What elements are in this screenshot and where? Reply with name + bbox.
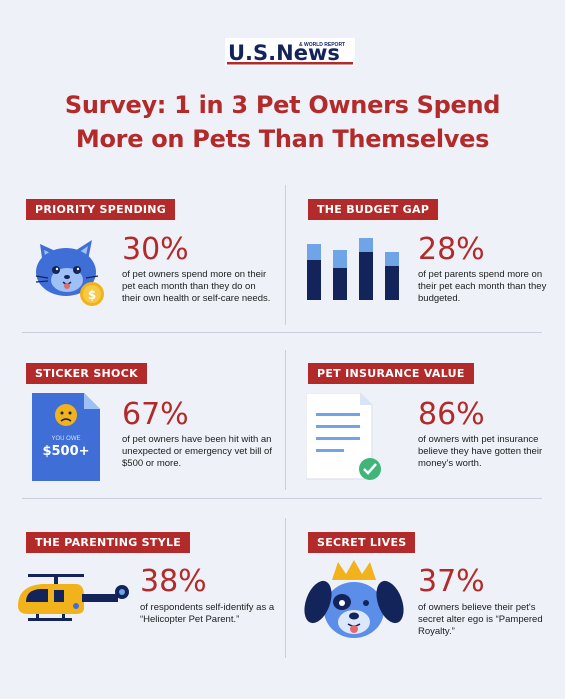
document-checkmark-icon [306,393,381,480]
badge-pet-insurance-value: PET INSURANCE VALUE [308,363,474,384]
dog-with-crown-icon [304,560,404,638]
page-title: Survey: 1 in 3 Pet Owners Spend More on … [0,88,565,156]
stat-percent: 67% [122,397,189,432]
stat-description: of pet parents spend more on their pet e… [418,269,547,304]
bill-document-icon: YOU OWE $500+ [32,393,100,481]
svg-text:$: $ [88,288,96,302]
stat-percent: 38% [140,564,207,599]
divider [285,350,286,490]
stat-description: of pet owners spend more on their pet ea… [122,269,271,304]
stat-percent: 30% [122,232,189,267]
divider [285,518,286,658]
divider [285,185,286,325]
stat-percent: 37% [418,564,485,599]
stat-percent: 28% [418,232,485,267]
title-line-2: More on Pets Than Themselves [75,125,490,153]
cat-face-with-coin-icon: $ [35,240,104,306]
stat-description: of respondents self-identify as a “Helic… [140,602,275,625]
badge-secret-lives: SECRET LIVES [308,532,416,553]
badge-parenting-style: THE PARENTING STYLE [26,532,191,553]
us-news-logo: U.S.News & WORLD REPORT [225,38,355,66]
badge-budget-gap: THE BUDGET GAP [308,199,439,220]
title-line-1: Survey: 1 in 3 Pet Owners Spend [64,91,501,119]
bill-amount-text: $500+ [42,444,89,459]
stat-percent: 86% [418,397,485,432]
stat-description: of owners believe their pet's secret alt… [418,602,543,637]
logo-text: U.S.News [228,41,340,65]
logo-subtext: & WORLD REPORT [299,42,345,48]
helicopter-icon [18,574,129,621]
divider [22,498,542,499]
badge-priority-spending: PRIORITY SPENDING [26,199,176,220]
bar-chart-icon [307,238,399,300]
divider [22,332,542,333]
stat-description: of pet owners have been hit with an unex… [122,434,272,469]
stat-description: of owners with pet insurance believe the… [418,434,543,469]
badge-sticker-shock: STICKER SHOCK [26,363,147,384]
bill-label-text: YOU OWE [51,436,80,442]
